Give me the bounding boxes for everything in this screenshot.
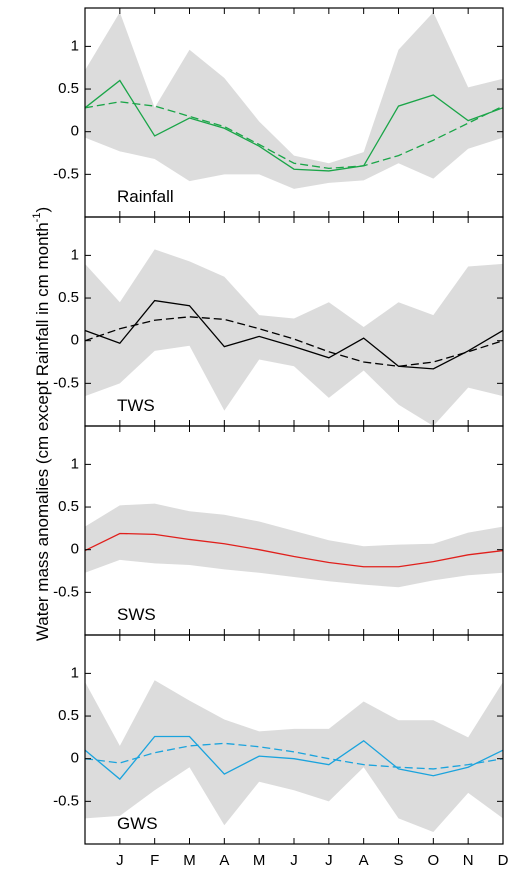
- tws-fit-line: [84, 316, 504, 367]
- rainfall-observed-line: [84, 79, 504, 172]
- y-tick-label: 1: [71, 37, 79, 54]
- x-tick-label: F: [150, 852, 159, 869]
- y-tick-label: -0.5: [53, 583, 79, 600]
- x-tick-label: S: [393, 852, 403, 869]
- gws-observed-line: [84, 735, 504, 781]
- y-axis-label-close: ): [33, 207, 52, 213]
- x-tick-label: A: [219, 852, 229, 869]
- x-tick-label: J: [116, 852, 124, 869]
- tws-observed-line: [84, 299, 504, 370]
- y-tick-label: -0.5: [53, 374, 79, 391]
- panel-rainfall: 1 0.5 0 -0.5 Rainfall: [53, 7, 504, 218]
- x-tick-label: J: [325, 852, 333, 869]
- panel-gws: 1 0.5 0 -0.5 GWS: [53, 634, 504, 845]
- x-tick-label: J: [290, 852, 298, 869]
- y-tick-label: 0: [71, 123, 79, 140]
- panel-label-rainfall: Rainfall: [117, 187, 174, 206]
- y-tick-label: 1: [71, 246, 79, 263]
- y-tick-label: 0.5: [58, 498, 79, 515]
- y-tick-label: 0.5: [58, 289, 79, 306]
- y-tick-label: -0.5: [53, 792, 79, 809]
- sws-observed-line: [84, 532, 504, 568]
- panel-tws: 1 0.5 0 -0.5 TWS: [53, 216, 504, 427]
- gws-fit-line: [84, 742, 504, 770]
- y-tick-label: 0: [71, 332, 79, 349]
- y-tick-label: 0.5: [58, 80, 79, 97]
- svg-text:Water mass anomalies (cm excep: Water mass anomalies (cm except Rainfall…: [31, 207, 53, 641]
- y-tick-label: 1: [71, 455, 79, 472]
- y-axis-label-superscript: -1: [31, 213, 43, 223]
- y-tick-label: 0.5: [58, 707, 79, 724]
- x-tick-label: D: [498, 852, 509, 869]
- panel-label-gws: GWS: [117, 814, 158, 833]
- panel-label-tws: TWS: [117, 396, 155, 415]
- y-axis-label: Water mass anomalies (cm except Rainfall…: [31, 207, 53, 641]
- sws-uncertainty-band: [85, 503, 503, 588]
- rainfall-fit-line: [84, 101, 504, 170]
- panel-label-sws: SWS: [117, 605, 156, 624]
- x-tick-label: N: [463, 852, 474, 869]
- y-tick-label: 0: [71, 541, 79, 558]
- x-tick-label: O: [427, 852, 439, 869]
- rainfall-uncertainty-band: [85, 12, 503, 189]
- x-tick-label: M: [253, 852, 266, 869]
- y-axis-label-main: Water mass anomalies (cm except Rainfall…: [33, 222, 52, 641]
- y-tick-label: 0: [71, 750, 79, 767]
- y-tick-label: -0.5: [53, 165, 79, 182]
- x-tick-label: M: [183, 852, 196, 869]
- y-tick-label: 1: [71, 664, 79, 681]
- tws-uncertainty-band: [85, 249, 503, 426]
- x-tick-label: A: [359, 852, 369, 869]
- gws-uncertainty-band: [85, 680, 503, 833]
- panel-sws: 1 0.5 0 -0.5 SWS: [53, 425, 504, 636]
- panels: 1 0.5 0 -0.5 Rainfall 1 0.5 0 -0.5 TWS 1 0.5 0 -0.5 SW…: [53, 7, 504, 845]
